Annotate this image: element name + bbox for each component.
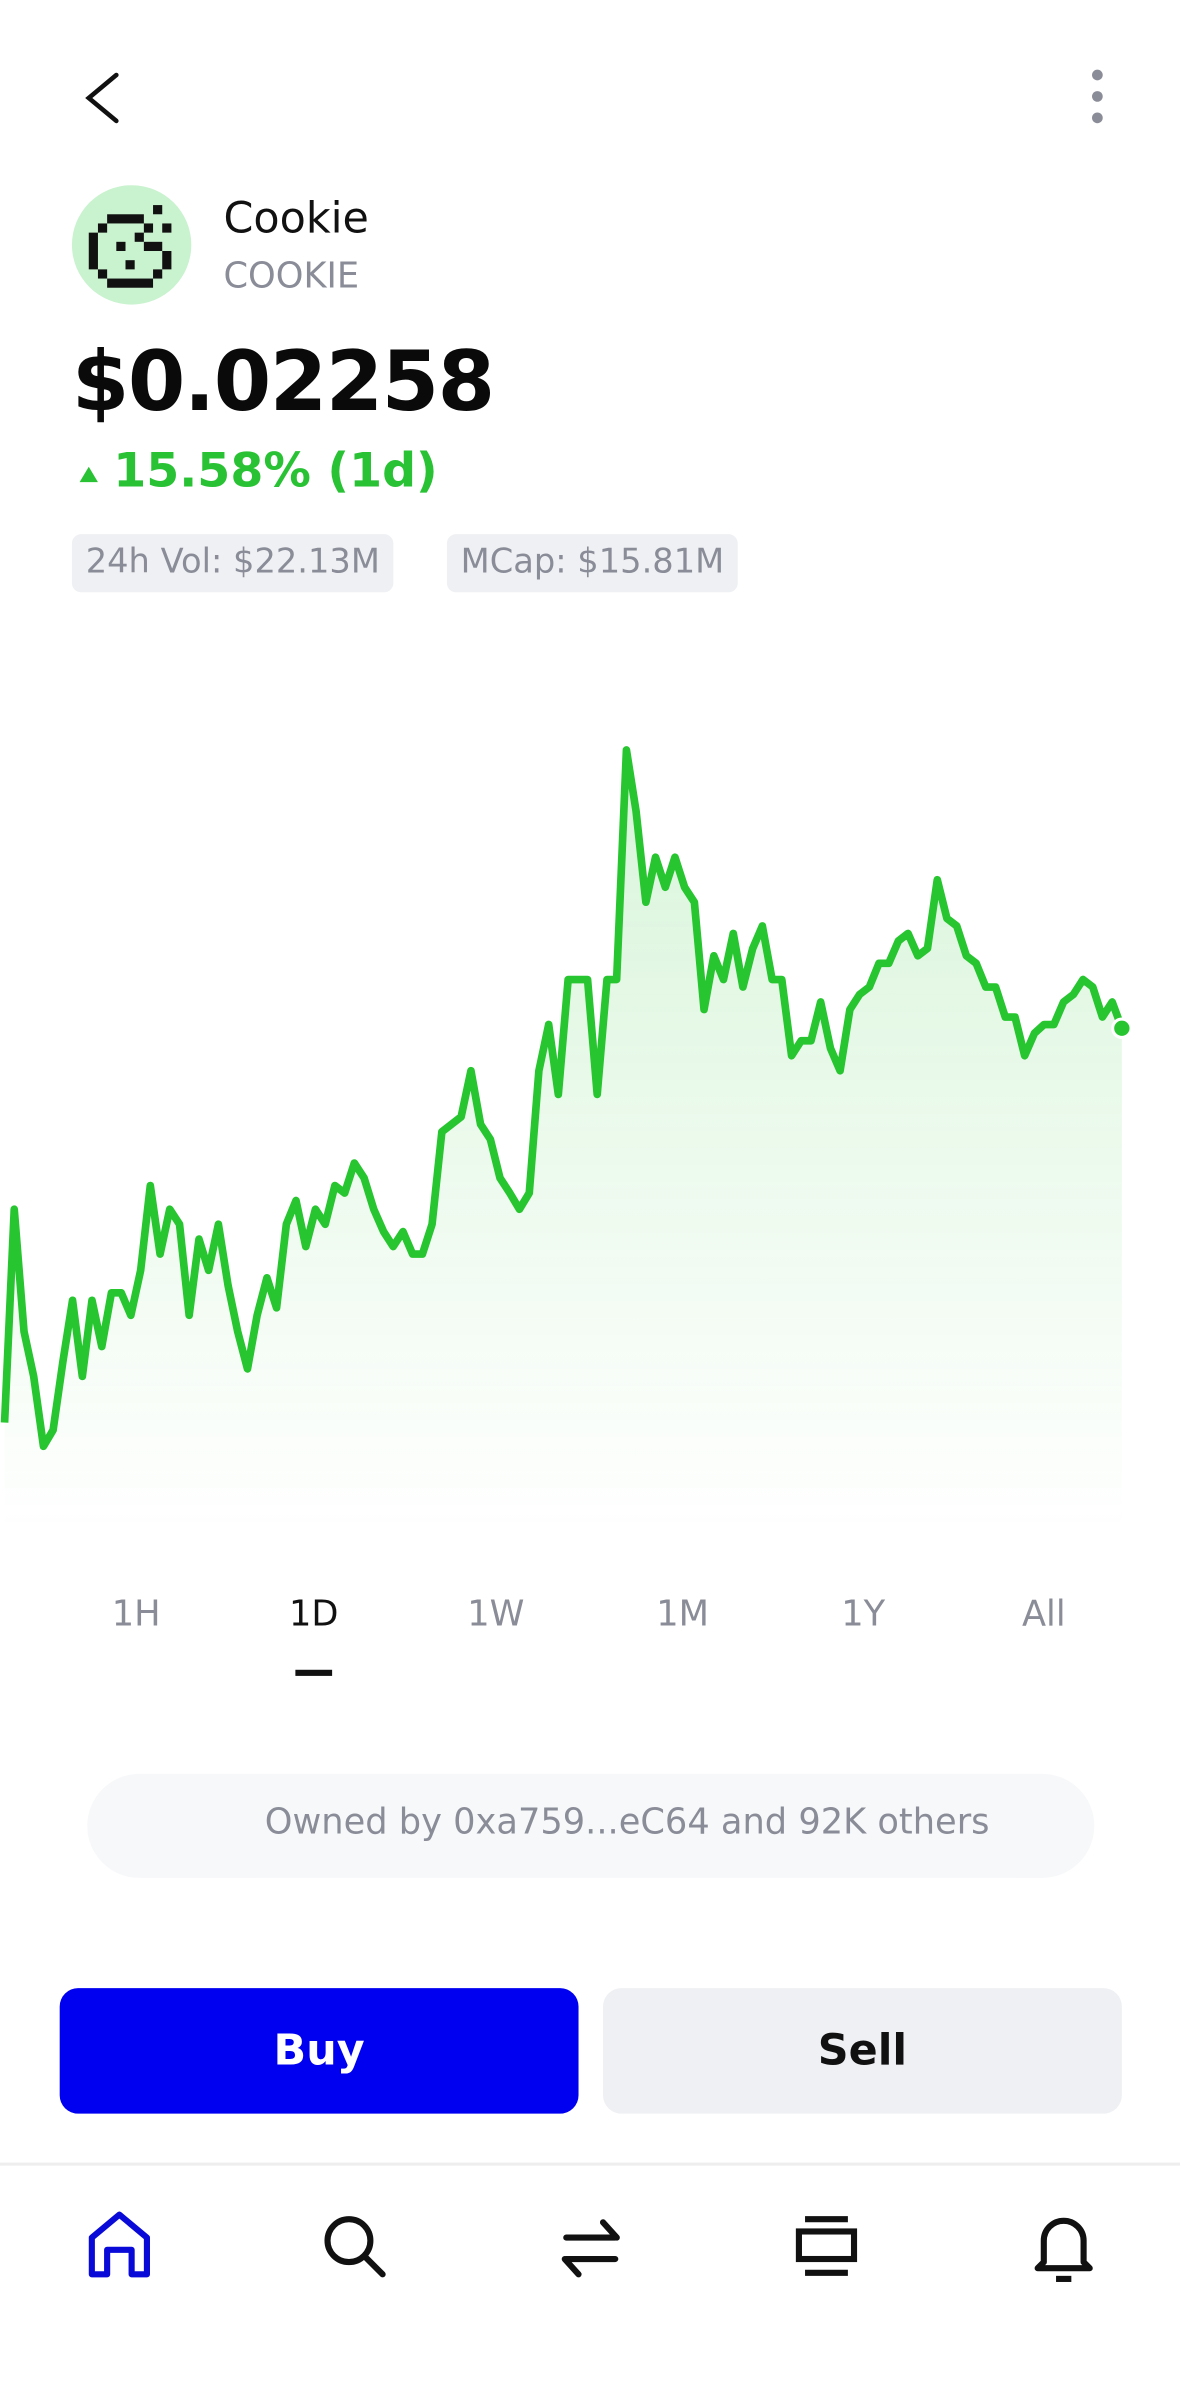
timeframe-tab[interactable]: All — [1021, 1594, 1066, 1635]
chart-area — [4, 749, 1122, 1531]
timeframe-tab[interactable]: 1H — [111, 1594, 161, 1635]
timeframe-tab[interactable]: 1M — [656, 1594, 709, 1635]
back-button[interactable] — [85, 72, 119, 124]
sell-button[interactable]: Sell — [603, 1988, 1122, 2114]
cookie-glyph — [88, 205, 172, 288]
up-arrow — [79, 466, 98, 483]
price-chart — [0, 746, 1133, 1531]
nav-notifications[interactable] — [1034, 2217, 1093, 2282]
stat-pill: 24h Vol: $22.13M — [71, 534, 394, 593]
buy-button[interactable]: Buy — [59, 1988, 579, 2114]
price-change: 15.58% (1d) — [113, 443, 438, 499]
timeframe-tab[interactable]: 1D — [289, 1594, 339, 1635]
timeframe-indicator — [295, 1669, 333, 1676]
nav-swap[interactable] — [561, 2219, 620, 2278]
price: $0.02258 — [71, 333, 495, 431]
owners-pill[interactable] — [87, 1773, 1095, 1878]
timeframe-tab[interactable]: 1W — [467, 1594, 525, 1635]
owners-text: Owned by 0xa759...eC64 and 92K others — [264, 1802, 990, 1843]
more-button[interactable] — [1092, 69, 1103, 124]
price-line — [0, 746, 1126, 1451]
coin-name: Cookie — [223, 192, 369, 244]
nav-search[interactable] — [324, 2216, 386, 2278]
last-point — [1111, 1017, 1133, 1039]
nav-home[interactable] — [88, 2211, 150, 2278]
timeframe-tab[interactable]: 1Y — [841, 1594, 886, 1635]
stat-pill: MCap: $15.81M — [446, 534, 738, 593]
nav-list[interactable] — [795, 2216, 858, 2276]
coin-symbol: COOKIE — [223, 257, 360, 297]
